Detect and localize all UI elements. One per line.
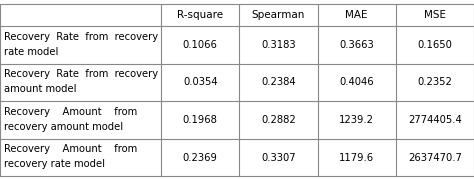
Text: recovery amount model: recovery amount model — [4, 122, 123, 132]
Text: 0.2384: 0.2384 — [261, 77, 296, 87]
Text: MAE: MAE — [346, 10, 368, 20]
Text: 0.2369: 0.2369 — [183, 153, 218, 163]
Text: MSE: MSE — [424, 10, 446, 20]
Text: 2637470.7: 2637470.7 — [408, 153, 462, 163]
Text: Spearman: Spearman — [252, 10, 305, 20]
Text: 1179.6: 1179.6 — [339, 153, 374, 163]
Text: 2774405.4: 2774405.4 — [408, 115, 462, 125]
Text: recovery rate model: recovery rate model — [4, 159, 105, 169]
Text: 0.2882: 0.2882 — [261, 115, 296, 125]
Text: 0.3307: 0.3307 — [261, 153, 296, 163]
Text: 0.1066: 0.1066 — [183, 40, 218, 50]
Text: 1239.2: 1239.2 — [339, 115, 374, 125]
Text: Recovery  Rate  from  recovery: Recovery Rate from recovery — [4, 69, 158, 79]
Text: 0.3663: 0.3663 — [339, 40, 374, 50]
Text: 0.1968: 0.1968 — [183, 115, 218, 125]
Text: Recovery    Amount    from: Recovery Amount from — [4, 107, 137, 117]
Text: Recovery  Rate  from  recovery: Recovery Rate from recovery — [4, 31, 158, 42]
Text: Recovery    Amount    from: Recovery Amount from — [4, 144, 137, 154]
Text: 0.0354: 0.0354 — [183, 77, 218, 87]
Text: 0.3183: 0.3183 — [261, 40, 296, 50]
Text: rate model: rate model — [4, 47, 58, 57]
Text: R-square: R-square — [177, 10, 223, 20]
Text: 0.4046: 0.4046 — [339, 77, 374, 87]
Text: 0.2352: 0.2352 — [418, 77, 452, 87]
Text: amount model: amount model — [4, 84, 76, 94]
Text: 0.1650: 0.1650 — [418, 40, 452, 50]
